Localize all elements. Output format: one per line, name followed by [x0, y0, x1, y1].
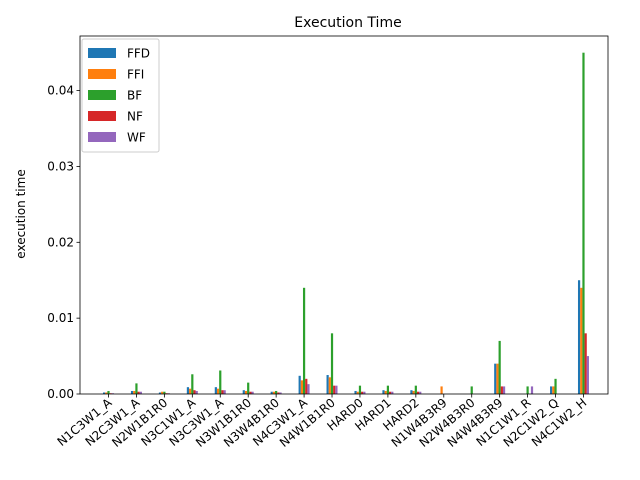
bar-bf-hard0 [358, 385, 362, 394]
y-tick-label: 0.01 [47, 311, 74, 325]
legend-label-wf: WF [127, 131, 146, 145]
legend-label-ffi: FFI [127, 68, 144, 82]
legend-label-ffd: FFD [127, 47, 150, 61]
bar-bf-n4c1w2_h [582, 52, 585, 394]
bar-bf-n3w1b1r0 [247, 382, 250, 394]
y-tick-label: 0.00 [47, 387, 74, 401]
bar-bf-n4w4b3r9 [498, 340, 501, 394]
y-tick-label: 0.03 [47, 159, 74, 173]
bar-nf-hard0 [361, 391, 364, 394]
bar-wf-hard1 [391, 391, 394, 394]
bar-ffd-n4c3w1_a [298, 375, 301, 394]
bar-ffi-n3w1b1r0 [244, 390, 248, 394]
bar-wf-n4c1w2_h [586, 356, 589, 394]
bars-layer [103, 52, 589, 394]
plot-frame [79, 35, 609, 395]
bar-ffd-n3c3w1_a [214, 387, 217, 394]
bar-bf-hard1 [386, 385, 389, 394]
legend: FFD FFI BF NF WF [81, 38, 160, 153]
bar-bf-n4c3w1_a [302, 287, 306, 394]
bar-bf-n4w1b1r0 [330, 333, 334, 394]
bar-bf-n3w4b1r0 [275, 390, 278, 394]
bar-nf-n4w4b3r9 [500, 386, 503, 394]
bar-ffi-n1c3w1_a [105, 392, 108, 394]
legend-swatch-ffd [88, 48, 116, 58]
bar-wf-hard0 [363, 391, 366, 394]
bar-nf-hard1 [389, 391, 392, 394]
bar-ffd-n3c1w1_a [186, 387, 190, 394]
bar-ffd-n3w1b1r0 [242, 390, 245, 394]
legend-swatch-bf [88, 90, 116, 100]
bar-ffd-hard0 [354, 390, 357, 394]
bar-ffd-n1c3w1_a [103, 392, 106, 394]
bar-ffd-n3w4b1r0 [270, 391, 273, 394]
bar-ffi-n4c1w2_h [580, 287, 583, 394]
legend-label-bf: BF [127, 89, 142, 103]
bar-bf-n3c3w1_a [219, 370, 222, 394]
bar-ffd-n4c1w2_h [577, 280, 581, 394]
chart-title: Execution Time [294, 15, 401, 31]
legend-label-nf: NF [127, 110, 143, 124]
bar-wf-n3c1w1_a [195, 390, 198, 394]
bar-ffd-hard2 [410, 390, 413, 394]
bar-bf-n2w1b1r0 [163, 391, 166, 394]
bar-bf-n1c3w1_a [107, 390, 110, 394]
bar-ffd-n2c1w2_q [550, 386, 553, 394]
legend-swatch-wf [88, 132, 116, 142]
bar-ffd-n2w1b1r0 [158, 392, 162, 394]
bar-wf-n3c3w1_a [223, 390, 226, 394]
legend-box [81, 38, 160, 153]
bar-bf-n2w4b3r0 [470, 386, 473, 394]
bar-nf-n3c3w1_a [221, 390, 224, 394]
bar-wf-hard2 [419, 391, 422, 394]
legend-swatch-ffi [88, 69, 116, 79]
bar-nf-n4w1b1r0 [333, 385, 336, 394]
y-ticks: 0.00 0.01 0.02 0.03 0.04 [47, 84, 80, 401]
x-ticks: N1C3W1_AN2C3W1_AN2W1B1R0N3C1W1_AN3C3W1_A… [55, 394, 589, 450]
bar-ffi-n4c3w1_a [300, 380, 303, 394]
bar-ffd-n4w1b1r0 [326, 375, 329, 394]
bar-ffi-n1w4b3r9 [440, 386, 443, 394]
bar-ffi-n4w4b3r9 [496, 363, 499, 394]
y-tick-label: 0.02 [47, 235, 74, 249]
bar-bf-n2c3w1_a [135, 383, 138, 394]
bar-bf-n3c1w1_a [191, 374, 194, 394]
bar-bf-hard2 [414, 385, 417, 394]
bar-bf-n1c1w1_r [526, 386, 529, 394]
bar-nf-n4c1w2_h [584, 333, 587, 394]
y-tick-label: 0.04 [47, 84, 74, 98]
bar-wf-n1c1w1_r [530, 386, 534, 394]
bar-nf-n3w1b1r0 [249, 391, 252, 394]
bar-ffi-hard0 [356, 391, 359, 394]
bar-nf-n2c3w1_a [137, 391, 140, 394]
bar-wf-n4c3w1_a [307, 384, 310, 394]
bar-ffi-n2c1w2_q [552, 386, 555, 394]
bar-wf-n3w4b1r0 [279, 392, 282, 394]
bar-ffi-hard2 [412, 390, 415, 394]
bar-nf-n3w4b1r0 [277, 392, 280, 394]
bar-wf-n4w4b3r9 [502, 386, 506, 394]
bar-nf-n3c1w1_a [193, 390, 196, 394]
bar-ffd-n2c3w1_a [130, 390, 134, 394]
bar-wf-n2c3w1_a [139, 391, 142, 394]
bar-ffi-hard1 [384, 390, 387, 394]
bar-nf-n4c3w1_a [305, 378, 308, 394]
legend-swatch-nf [88, 111, 116, 121]
bar-wf-n4w1b1r0 [335, 385, 338, 394]
bar-ffd-n4w4b3r9 [494, 363, 497, 394]
bar-ffi-n3c1w1_a [189, 388, 192, 394]
bar-ffi-n3w4b1r0 [272, 391, 276, 394]
bar-ffd-hard1 [382, 390, 385, 394]
bar-ffi-n2w1b1r0 [161, 391, 164, 394]
bar-ffi-n2c3w1_a [133, 390, 136, 394]
bar-nf-hard2 [416, 391, 420, 394]
bar-ffi-n3c3w1_a [216, 388, 220, 394]
bar-ffi-n4w1b1r0 [328, 377, 331, 394]
bar-bf-n2c1w2_q [554, 378, 557, 394]
bar-wf-n3w1b1r0 [251, 391, 254, 394]
y-axis-label: execution time [14, 169, 28, 258]
